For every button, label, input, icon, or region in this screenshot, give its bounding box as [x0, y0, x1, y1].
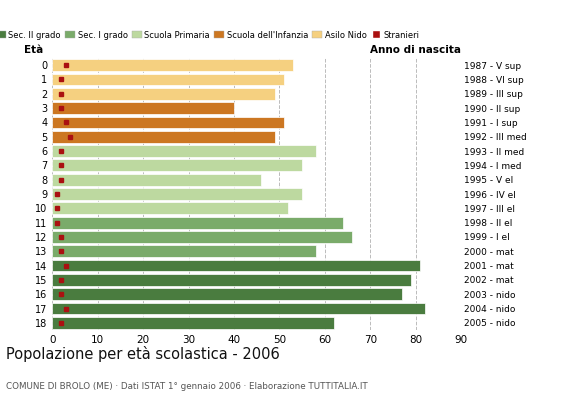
Bar — [52, 174, 261, 186]
Legend: Sec. II grado, Sec. I grado, Scuola Primaria, Scuola dell'Infanzia, Asilo Nido, : Sec. II grado, Sec. I grado, Scuola Prim… — [0, 27, 422, 43]
Bar — [52, 303, 425, 314]
Bar — [52, 59, 293, 71]
Bar — [52, 317, 334, 329]
Bar — [52, 145, 316, 157]
Bar — [52, 288, 402, 300]
Bar — [52, 231, 352, 243]
Bar — [52, 131, 275, 143]
Bar — [52, 260, 420, 272]
Bar — [52, 202, 288, 214]
Bar — [52, 116, 284, 128]
Bar — [52, 188, 302, 200]
Bar — [52, 160, 302, 171]
Bar — [52, 217, 343, 228]
Text: Età: Età — [24, 45, 43, 55]
Bar — [52, 245, 316, 257]
Bar — [52, 74, 284, 85]
Bar — [52, 102, 234, 114]
Text: Popolazione per età scolastica - 2006: Popolazione per età scolastica - 2006 — [6, 346, 280, 362]
Text: COMUNE DI BROLO (ME) · Dati ISTAT 1° gennaio 2006 · Elaborazione TUTTITALIA.IT: COMUNE DI BROLO (ME) · Dati ISTAT 1° gen… — [6, 382, 368, 391]
Text: Anno di nascita: Anno di nascita — [370, 45, 461, 55]
Bar — [52, 88, 275, 100]
Bar — [52, 274, 411, 286]
